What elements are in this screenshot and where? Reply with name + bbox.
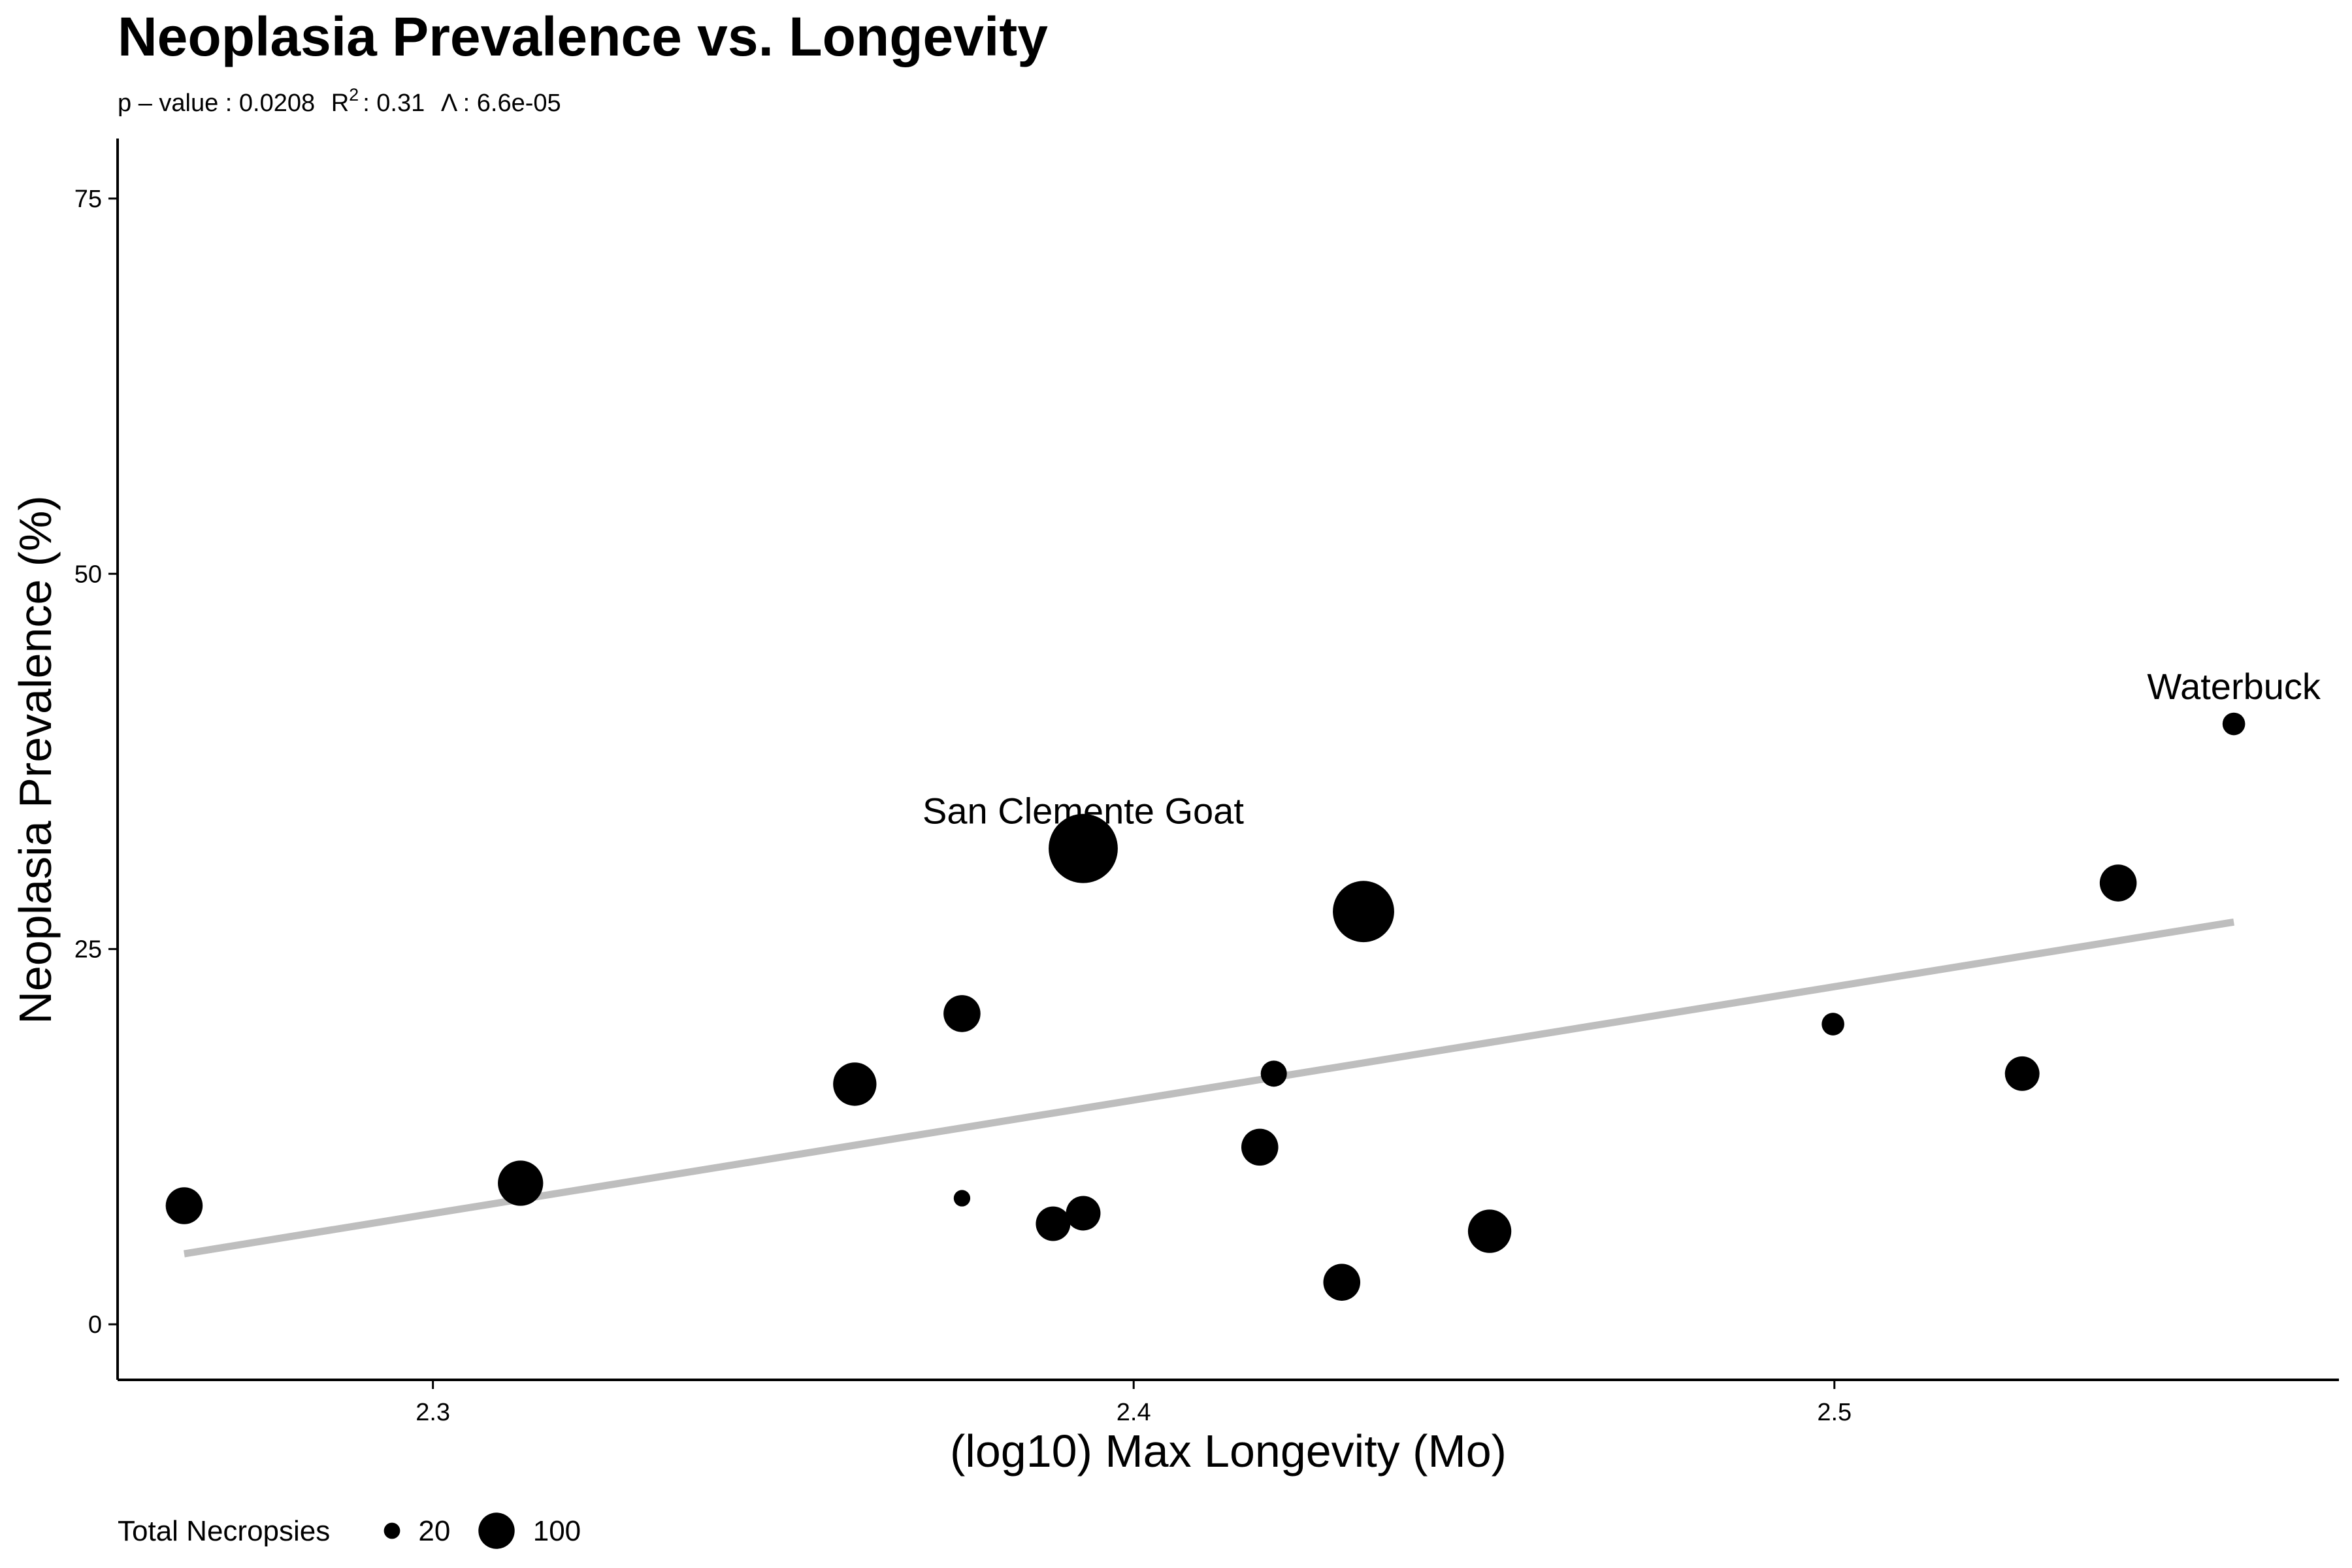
data-point xyxy=(833,1062,877,1106)
data-point xyxy=(1260,1060,1287,1087)
trend-line xyxy=(184,918,2234,1258)
lambda-text: Λ : 6.6e-05 xyxy=(441,90,561,117)
x-tick-label: 2.4 xyxy=(1117,1399,1151,1426)
data-point xyxy=(2099,864,2137,902)
data-point xyxy=(953,1190,971,1207)
data-point xyxy=(498,1160,544,1206)
point-annotation: Waterbuck xyxy=(2147,666,2321,707)
data-point xyxy=(2004,1056,2040,1091)
data-point xyxy=(1323,1264,1361,1301)
y-tick-label: 0 xyxy=(88,1311,102,1339)
legend-entry-label: 100 xyxy=(533,1515,581,1547)
data-point xyxy=(943,995,981,1032)
data-point xyxy=(1333,881,1394,943)
y-tick-label: 75 xyxy=(74,186,102,213)
chart-subtitle: p – value : 0.0208 R2: 0.31 Λ : 6.6e-05 xyxy=(118,85,561,117)
data-point xyxy=(1241,1128,1279,1166)
p-value-text: p – value : 0.0208 xyxy=(118,90,315,117)
data-point xyxy=(1036,1206,1071,1241)
plot-area: 0 25 50 75 2.3 2.4 2.5 San Clemente Goat Waterbu… xyxy=(74,139,2339,1426)
legend-size-key xyxy=(384,1522,400,1539)
data-point xyxy=(1821,1013,1844,1036)
legend-title: Total Necropsies xyxy=(118,1515,330,1547)
chart-title: Neoplasia Prevalence vs. Longevity xyxy=(118,6,1048,67)
data-point xyxy=(1066,1196,1101,1231)
data-point xyxy=(1467,1209,1512,1253)
legend: Total Necropsies 20 100 xyxy=(118,1512,581,1549)
data-point xyxy=(165,1187,203,1224)
x-tick-label: 2.3 xyxy=(416,1399,450,1426)
legend-entry-label: 20 xyxy=(418,1515,450,1547)
r-squared-prefix: R xyxy=(331,90,349,117)
data-point xyxy=(2222,712,2246,736)
legend-size-key xyxy=(478,1512,515,1549)
y-axis-label: Neoplasia Prevalence (%) xyxy=(10,495,61,1024)
x-axis-label: (log10) Max Longevity (Mo) xyxy=(950,1426,1507,1477)
y-tick-label: 50 xyxy=(74,561,102,588)
point-annotation: San Clemente Goat xyxy=(923,791,1244,832)
x-tick-label: 2.5 xyxy=(1817,1399,1852,1426)
data-point xyxy=(1049,813,1118,883)
r-squared-superscript: 2 xyxy=(349,85,359,105)
r-squared-value: : 0.31 xyxy=(363,90,425,117)
y-tick-label: 25 xyxy=(74,936,102,964)
